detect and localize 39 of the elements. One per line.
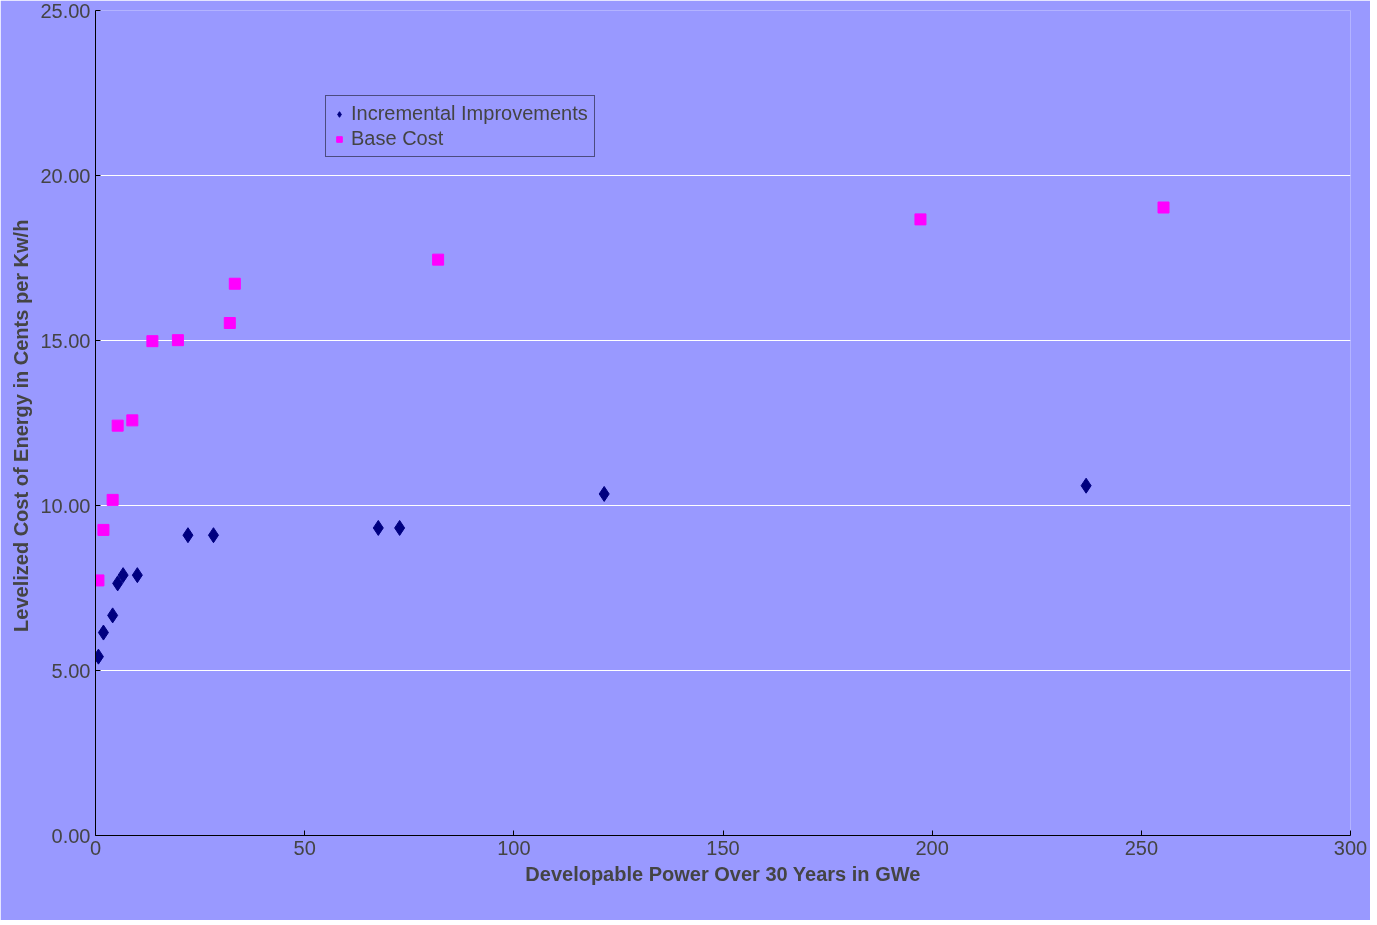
point — [1157, 201, 1170, 214]
y-tick-label: 15.00 — [40, 329, 91, 352]
y-tick-label: 25.00 — [40, 0, 91, 22]
point — [97, 523, 110, 536]
point — [1080, 477, 1092, 494]
y-tick-label: 5.00 — [51, 659, 91, 682]
y-tick-label: 10.00 — [40, 494, 91, 517]
point — [107, 607, 119, 624]
point — [112, 575, 124, 592]
y-tick-label: 20.00 — [40, 164, 91, 187]
y-tick-label: 0.00 — [51, 824, 91, 847]
x-tick-label: 300 — [1333, 836, 1368, 859]
x-tick-label: 100 — [497, 836, 531, 859]
point — [111, 419, 124, 432]
point — [117, 567, 129, 584]
x-tick-label: 200 — [915, 836, 949, 859]
point — [97, 624, 109, 641]
point — [131, 567, 143, 584]
point — [223, 317, 236, 330]
x-tick-label: 150 — [706, 836, 740, 859]
point — [372, 519, 384, 536]
x-tick-label: 250 — [1124, 836, 1159, 859]
point — [432, 253, 445, 266]
point — [126, 414, 139, 427]
point — [182, 527, 194, 544]
x-tick-label: 0 — [89, 836, 102, 859]
point — [106, 493, 119, 506]
point — [394, 519, 406, 536]
point — [171, 334, 184, 347]
point — [146, 335, 159, 348]
x-tick-label: 50 — [293, 836, 316, 859]
point — [914, 213, 927, 226]
y-axis-title: Levelized Cost of Energy in Cents per Kw/h — [10, 219, 33, 632]
legend-label: Incremental Improvements — [351, 102, 588, 125]
x-axis-title: Developable Power Over 30 Years in GWe — [525, 862, 921, 885]
point — [207, 527, 219, 544]
legend-label: Base Cost — [351, 127, 444, 150]
point — [598, 485, 610, 502]
point — [228, 277, 241, 290]
